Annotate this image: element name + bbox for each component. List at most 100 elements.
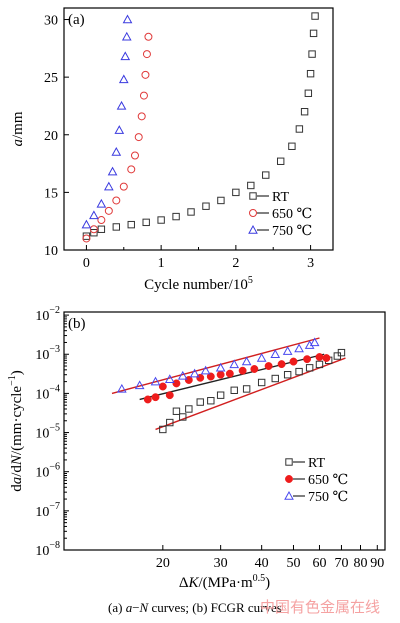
panel-a-rt-point bbox=[142, 218, 150, 227]
panel-a-x-tick-label: 1 bbox=[158, 256, 165, 271]
panel-b-x-axis-label: ΔK/(MPa·m0.5) bbox=[179, 573, 270, 591]
panel-b-legend-750c-label: 750 ℃ bbox=[308, 490, 348, 505]
panel-b-y-tick-label: 10−5 bbox=[35, 423, 60, 442]
panel-b-fit-line-rt bbox=[155, 357, 346, 431]
panel-a-legend-650c-label: 650 ℃ bbox=[272, 207, 312, 222]
panel-b-y-tick-label: 10−2 bbox=[35, 305, 60, 324]
panel-b-legend-rt-label: RT bbox=[308, 456, 325, 471]
panel-b-y-tick-label: 10−7 bbox=[35, 501, 60, 520]
panel-b-750c-point bbox=[177, 370, 188, 380]
panel-b-750c-point bbox=[270, 349, 281, 358]
panel-b-750c-point bbox=[215, 362, 226, 372]
panel-a-rt-point bbox=[90, 229, 98, 237]
panel-b-750c-point bbox=[134, 380, 145, 390]
panel-b-y-tick-label: 10−4 bbox=[35, 383, 60, 402]
panel-b-750c-point bbox=[282, 346, 293, 355]
panel-b-650c-point bbox=[206, 372, 215, 381]
panel-b-750c-point bbox=[229, 359, 240, 369]
panel-a-rt-point bbox=[97, 225, 106, 233]
panel-b-legend-750c-marker bbox=[284, 490, 294, 500]
panel-b-650c-point bbox=[277, 360, 286, 369]
panel-b-y-tick-label: 10−6 bbox=[35, 462, 60, 481]
panel-a-rt-point bbox=[157, 216, 165, 224]
panel-b-rt-point bbox=[216, 391, 225, 399]
panel-a-650c-point bbox=[82, 234, 91, 243]
panel-a-rt-point bbox=[309, 29, 318, 38]
panel-b-750c-point bbox=[294, 343, 304, 353]
panel-b-650c-point bbox=[151, 393, 160, 402]
panel-a-750c-point bbox=[103, 181, 114, 191]
panel-b-legend-650c-label: 650 ℃ bbox=[308, 473, 348, 488]
panel-a-rt-point bbox=[232, 188, 240, 197]
panel-a-rt-point bbox=[308, 50, 316, 58]
panel-b-x-tick-label: 20 bbox=[156, 556, 170, 571]
panel-a-x-tick-label: 0 bbox=[83, 256, 90, 271]
panel-a-legend-rt-marker bbox=[249, 192, 257, 200]
panel-a-rt-point bbox=[112, 223, 121, 231]
panel-b-rt-point bbox=[337, 348, 346, 357]
panel-b-x-tick-label: 60 bbox=[312, 556, 326, 571]
panel-b-rt-point bbox=[295, 367, 303, 376]
panel-b-rt-point bbox=[242, 385, 251, 393]
panel-a-rt-point bbox=[288, 142, 296, 150]
caption-text: (a) a−N curves; (b) FCGR curves bbox=[108, 600, 282, 615]
watermark-text: 中国有色金属在线 bbox=[260, 599, 380, 616]
panel-a-750c-point bbox=[111, 147, 122, 156]
panel-b-750c-point bbox=[150, 376, 161, 386]
panel-b-rt-point bbox=[230, 386, 238, 395]
panel-a-750c-point bbox=[120, 51, 131, 61]
panel-b-rt-point bbox=[166, 418, 174, 427]
panel-a-750c-point bbox=[114, 125, 125, 134]
panel-a-650c-point bbox=[97, 216, 106, 225]
panel-a-750c-point bbox=[122, 14, 133, 24]
panel-b-650c-point bbox=[172, 379, 181, 388]
panel-a-ticks: 0 1 2 3 10 15 20 25 30 bbox=[44, 14, 314, 271]
panel-b-650c-point bbox=[289, 357, 298, 366]
panel-b-650c-point bbox=[158, 382, 167, 391]
panel-b-650c-point bbox=[216, 370, 225, 379]
panel-a-650c-point bbox=[141, 70, 150, 79]
panel-a-650c-point bbox=[119, 182, 128, 191]
panel-a-750c-point bbox=[81, 219, 92, 229]
panel-b-x-tick-label: 50 bbox=[286, 556, 300, 571]
panel-b-fit-lines bbox=[111, 337, 346, 431]
panel-a-750c-point bbox=[89, 210, 99, 220]
panel-a-y-tick-label: 15 bbox=[44, 186, 58, 201]
panel-a-750c-point bbox=[107, 166, 118, 176]
panel-b-rt-point bbox=[283, 371, 292, 379]
panel-b-rt-point bbox=[271, 374, 279, 383]
panel-b-750c-point bbox=[241, 356, 252, 366]
panel-a-rt-point bbox=[217, 196, 225, 205]
panel-b-rt-point bbox=[257, 378, 266, 387]
panel-a-x-tick-label: 3 bbox=[307, 256, 314, 271]
panel-b-rt-point bbox=[159, 425, 167, 434]
figure-caption: (a) a−N curves; (b) FCGR curves 中国有色金属在线 bbox=[108, 599, 380, 616]
panel-a-points bbox=[81, 12, 319, 243]
panel-a-legend-650c-marker bbox=[249, 209, 257, 217]
panel-b-650c-point bbox=[225, 369, 234, 378]
panel-a-label: (a) bbox=[68, 12, 85, 28]
panel-b-rt-point bbox=[207, 397, 215, 405]
panel-a-rt-point bbox=[262, 171, 270, 179]
panel-b-650c-point bbox=[250, 365, 259, 373]
panel-a-rt-point bbox=[295, 125, 304, 133]
panel-b-650c-point bbox=[184, 376, 193, 384]
panel-a-650c-point bbox=[112, 196, 121, 205]
panel-a-x-tick-label: 2 bbox=[232, 256, 239, 271]
panel-b-fit-line-750c bbox=[111, 337, 320, 395]
panel-a-y-axis-label: a/mm bbox=[10, 111, 26, 146]
panel-b-750c-point bbox=[164, 374, 175, 383]
panel-b-frame bbox=[63, 311, 386, 551]
panel-a-rt-point bbox=[172, 212, 180, 221]
panel-a-rt-point bbox=[304, 89, 313, 97]
panel-a-rt-point bbox=[311, 12, 319, 20]
panel-b-x-tick-label: 30 bbox=[214, 556, 228, 571]
panel-a-x-axis-label: Cycle number/105 bbox=[144, 275, 253, 293]
panel-a-legend-750c-marker bbox=[248, 224, 258, 234]
panel-b-x-tick-label: 90 bbox=[370, 556, 384, 571]
panel-a-rt-point bbox=[247, 181, 255, 190]
panel-a-y-tick-label: 10 bbox=[44, 244, 58, 259]
panel-b-x-tick-label: 80 bbox=[353, 556, 367, 571]
panel-a-rt-point bbox=[300, 108, 309, 116]
panel-a-650c-point bbox=[142, 50, 151, 59]
